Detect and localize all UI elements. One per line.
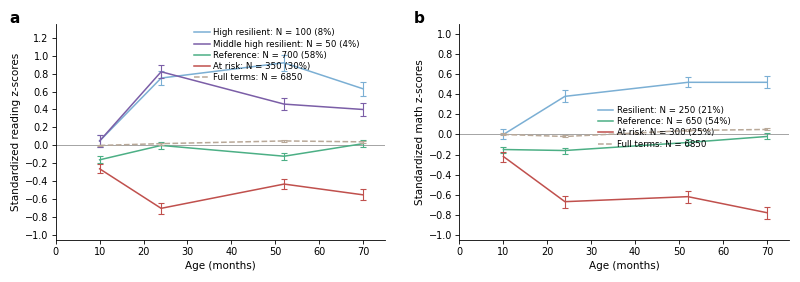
Y-axis label: Standardized math z-scores: Standardized math z-scores xyxy=(415,59,425,205)
Resilient: N = 250 (21%): (10, 0): N = 250 (21%): (10, 0) xyxy=(498,133,508,136)
Full terms: N = 6850: (24, -0.02): N = 6850: (24, -0.02) xyxy=(560,135,570,138)
Middle high resilient: N = 50 (4%): (52, 0.46): N = 50 (4%): (52, 0.46) xyxy=(279,102,289,106)
At risk: N = 350 (30%): (10, -0.26): N = 350 (30%): (10, -0.26) xyxy=(95,167,105,171)
At risk: N = 350 (30%): (24, -0.7): N = 350 (30%): (24, -0.7) xyxy=(156,207,166,210)
Line: Reference: N = 650 (54%): Reference: N = 650 (54%) xyxy=(503,136,767,151)
Reference: N = 650 (54%): (10, -0.15): N = 650 (54%): (10, -0.15) xyxy=(498,148,508,151)
At risk: N = 300 (25%): (10, -0.22): N = 300 (25%): (10, -0.22) xyxy=(498,155,508,158)
Middle high resilient: N = 50 (4%): (70, 0.4): N = 50 (4%): (70, 0.4) xyxy=(358,108,368,111)
High resilient: N = 100 (8%): (24, 0.75): N = 100 (8%): (24, 0.75) xyxy=(156,76,166,80)
Line: Reference: N = 700 (58%): Reference: N = 700 (58%) xyxy=(100,144,363,160)
Line: High resilient: N = 100 (8%): High resilient: N = 100 (8%) xyxy=(100,63,363,141)
Text: b: b xyxy=(414,11,424,26)
Line: Resilient: N = 250 (21%): Resilient: N = 250 (21%) xyxy=(503,82,767,135)
Resilient: N = 250 (21%): (52, 0.52): N = 250 (21%): (52, 0.52) xyxy=(683,81,693,84)
Reference: N = 650 (54%): (70, -0.02): N = 650 (54%): (70, -0.02) xyxy=(762,135,772,138)
Reference: N = 650 (54%): (52, -0.08): N = 650 (54%): (52, -0.08) xyxy=(683,141,693,144)
At risk: N = 350 (30%): (52, -0.43): N = 350 (30%): (52, -0.43) xyxy=(279,182,289,186)
Legend: Resilient: N = 250 (21%), Reference: N = 650 (54%), At risk: N = 300 (25%), Full: Resilient: N = 250 (21%), Reference: N =… xyxy=(598,106,730,149)
Reference: N = 650 (54%): (24, -0.16): N = 650 (54%): (24, -0.16) xyxy=(560,149,570,152)
Full terms: N = 6850: (10, 0): N = 6850: (10, 0) xyxy=(95,144,105,147)
At risk: N = 300 (25%): (52, -0.62): N = 300 (25%): (52, -0.62) xyxy=(683,195,693,198)
Line: Full terms: N = 6850: Full terms: N = 6850 xyxy=(100,141,363,146)
Line: Full terms: N = 6850: Full terms: N = 6850 xyxy=(503,129,767,136)
Text: a: a xyxy=(10,11,20,26)
Full terms: N = 6850: (70, 0.04): N = 6850: (70, 0.04) xyxy=(358,140,368,144)
High resilient: N = 100 (8%): (10, 0.05): N = 100 (8%): (10, 0.05) xyxy=(95,139,105,143)
Middle high resilient: N = 50 (4%): (10, 0.05): N = 50 (4%): (10, 0.05) xyxy=(95,139,105,143)
Full terms: N = 6850: (70, 0.05): N = 6850: (70, 0.05) xyxy=(762,128,772,131)
High resilient: N = 100 (8%): (52, 0.92): N = 100 (8%): (52, 0.92) xyxy=(279,61,289,65)
Full terms: N = 6850: (52, 0.04): N = 6850: (52, 0.04) xyxy=(683,129,693,132)
Reference: N = 700 (58%): (52, -0.12): N = 700 (58%): (52, -0.12) xyxy=(279,155,289,158)
At risk: N = 350 (30%): (70, -0.55): N = 350 (30%): (70, -0.55) xyxy=(358,193,368,197)
At risk: N = 300 (25%): (70, -0.78): N = 300 (25%): (70, -0.78) xyxy=(762,211,772,214)
Full terms: N = 6850: (52, 0.05): N = 6850: (52, 0.05) xyxy=(279,139,289,143)
X-axis label: Age (months): Age (months) xyxy=(185,261,256,271)
At risk: N = 300 (25%): (24, -0.67): N = 300 (25%): (24, -0.67) xyxy=(560,200,570,203)
Reference: N = 700 (58%): (24, 0): N = 700 (58%): (24, 0) xyxy=(156,144,166,147)
Reference: N = 700 (58%): (10, -0.16): N = 700 (58%): (10, -0.16) xyxy=(95,158,105,162)
Resilient: N = 250 (21%): (24, 0.38): N = 250 (21%): (24, 0.38) xyxy=(560,95,570,98)
Full terms: N = 6850: (10, 0): N = 6850: (10, 0) xyxy=(498,133,508,136)
Resilient: N = 250 (21%): (70, 0.52): N = 250 (21%): (70, 0.52) xyxy=(762,81,772,84)
Full terms: N = 6850: (24, 0.02): N = 6850: (24, 0.02) xyxy=(156,142,166,145)
Middle high resilient: N = 50 (4%): (24, 0.82): N = 50 (4%): (24, 0.82) xyxy=(156,70,166,73)
High resilient: N = 100 (8%): (70, 0.63): N = 100 (8%): (70, 0.63) xyxy=(358,87,368,91)
Line: At risk: N = 300 (25%): At risk: N = 300 (25%) xyxy=(503,157,767,213)
Legend: High resilient: N = 100 (8%), Middle high resilient: N = 50 (4%), Reference: N =: High resilient: N = 100 (8%), Middle hig… xyxy=(194,28,359,82)
Line: At risk: N = 350 (30%): At risk: N = 350 (30%) xyxy=(100,169,363,208)
X-axis label: Age (months): Age (months) xyxy=(589,261,659,271)
Line: Middle high resilient: N = 50 (4%): Middle high resilient: N = 50 (4%) xyxy=(100,72,363,141)
Reference: N = 700 (58%): (70, 0.02): N = 700 (58%): (70, 0.02) xyxy=(358,142,368,145)
Y-axis label: Standardized reading z-scores: Standardized reading z-scores xyxy=(11,53,21,211)
